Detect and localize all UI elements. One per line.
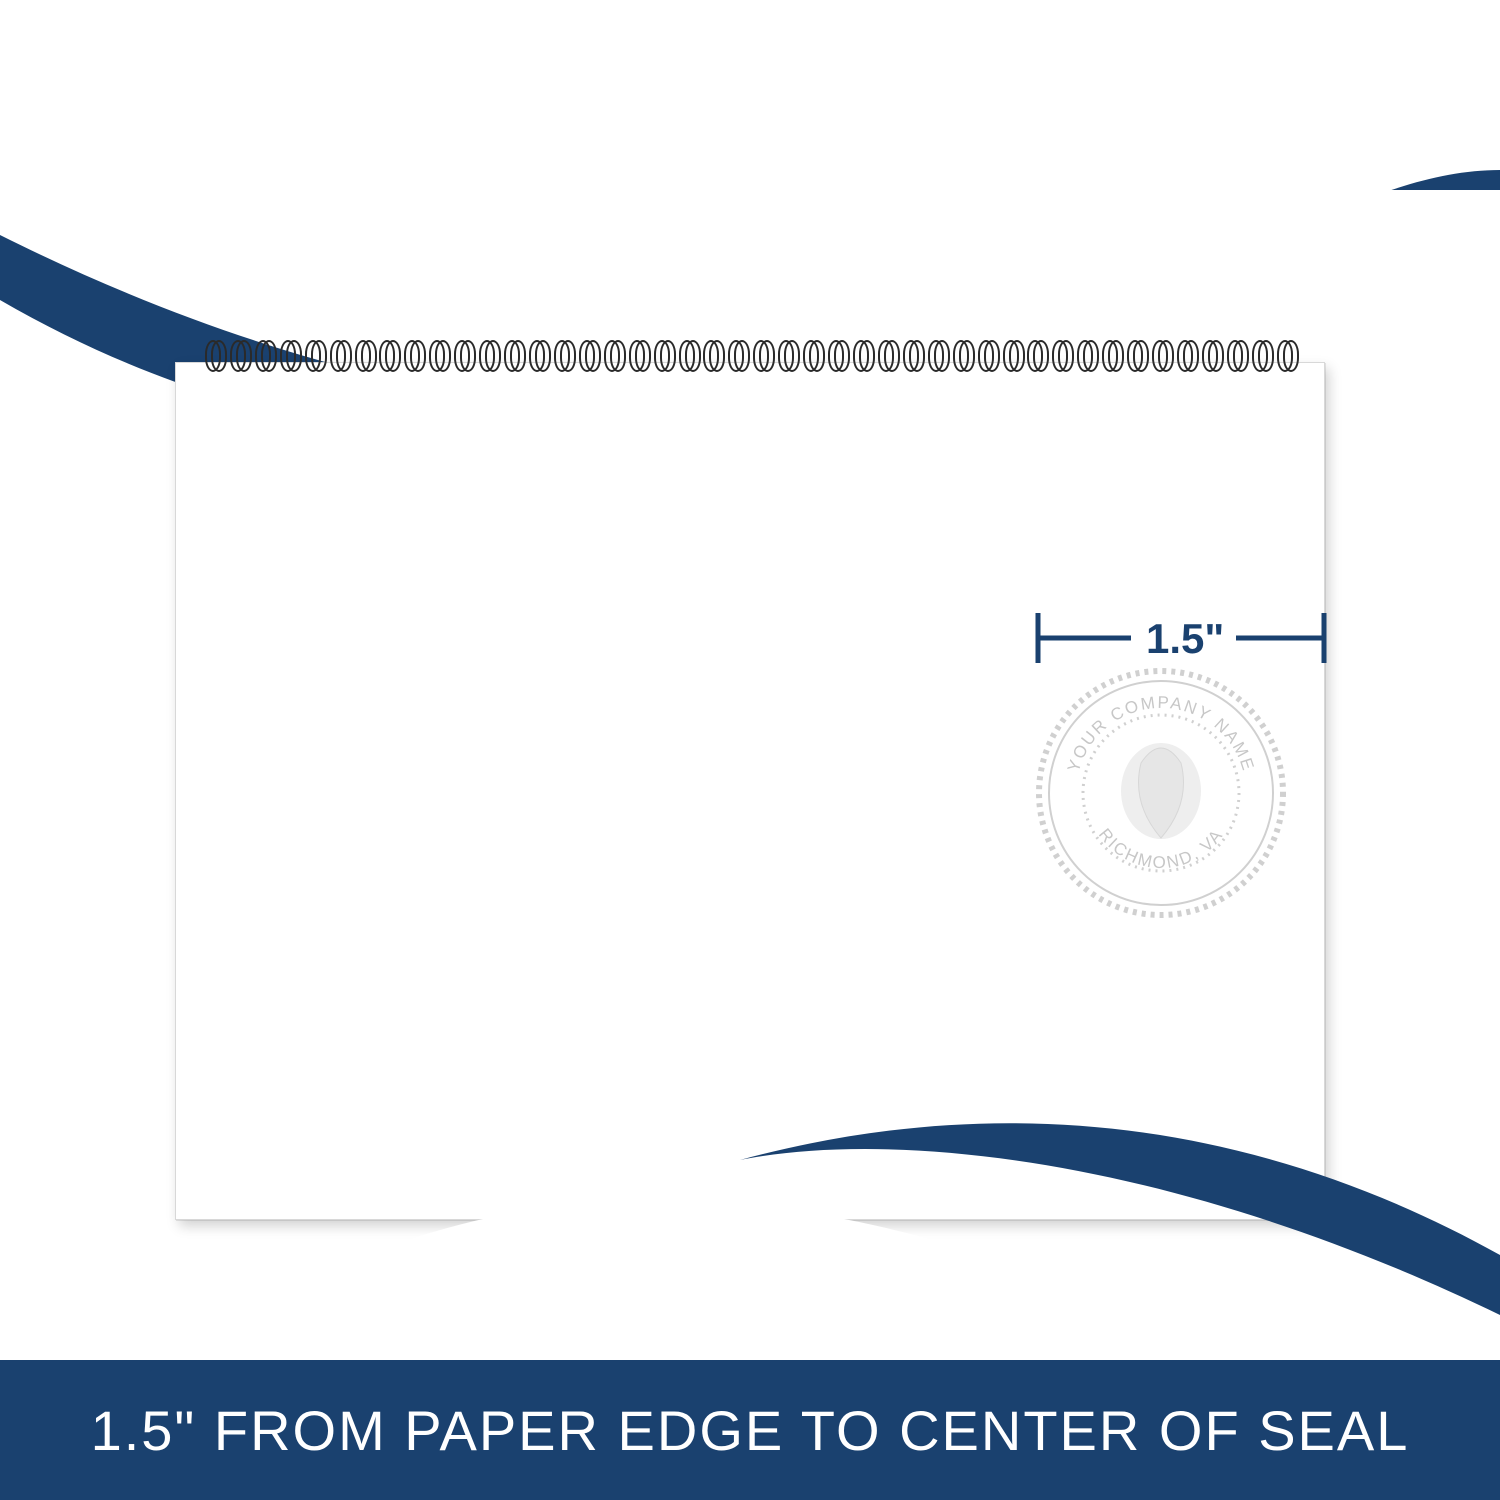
- spiral-ring: [255, 340, 273, 374]
- seal-reach-measure-label: 1.5": [1146, 615, 1224, 663]
- spiral-ring: [1127, 340, 1145, 374]
- spiral-ring: [1003, 340, 1021, 374]
- spiral-ring: [504, 340, 522, 374]
- spiral-ring: [728, 340, 746, 374]
- footer-caption: 1.5" FROM PAPER EDGE TO CENTER OF SEAL: [91, 1398, 1410, 1463]
- spiral-ring: [703, 340, 721, 374]
- spiral-ring: [554, 340, 572, 374]
- spiral-ring: [878, 340, 896, 374]
- spiral-ring: [429, 340, 447, 374]
- spiral-ring: [1277, 340, 1295, 374]
- spiral-ring: [978, 340, 996, 374]
- spiral-binding: [205, 340, 1295, 380]
- spiral-ring: [679, 340, 697, 374]
- spiral-ring: [330, 340, 348, 374]
- seal-reach-measure: 1.5": [1036, 613, 1326, 663]
- notepad-paper: 1.5" YOUR COMPANY NAME: [175, 362, 1325, 1220]
- spiral-ring: [828, 340, 846, 374]
- spiral-ring: [230, 340, 248, 374]
- spiral-ring: [454, 340, 472, 374]
- footer-banner: 1.5" FROM PAPER EDGE TO CENTER OF SEAL: [0, 1360, 1500, 1500]
- spiral-ring: [1152, 340, 1170, 374]
- page-title: SEAL REACH: [428, 40, 1073, 150]
- spiral-ring: [629, 340, 647, 374]
- notepad: 1.5" YOUR COMPANY NAME: [175, 340, 1325, 1220]
- spiral-ring: [654, 340, 672, 374]
- spiral-ring: [479, 340, 497, 374]
- spiral-ring: [803, 340, 821, 374]
- spiral-ring: [305, 340, 323, 374]
- spiral-ring: [379, 340, 397, 374]
- spiral-ring: [953, 340, 971, 374]
- embossed-seal: YOUR COMPANY NAME RICHMOND, VA: [1031, 663, 1291, 923]
- spiral-ring: [205, 340, 223, 374]
- spiral-ring: [928, 340, 946, 374]
- spiral-ring: [579, 340, 597, 374]
- spiral-ring: [1227, 340, 1245, 374]
- spiral-ring: [1102, 340, 1120, 374]
- spiral-ring: [778, 340, 796, 374]
- spiral-ring: [529, 340, 547, 374]
- spiral-ring: [1177, 340, 1195, 374]
- spiral-ring: [853, 340, 871, 374]
- spiral-ring: [404, 340, 422, 374]
- spiral-ring: [1052, 340, 1070, 374]
- header-banner: SEAL REACH: [0, 0, 1500, 190]
- spiral-ring: [903, 340, 921, 374]
- spiral-ring: [1202, 340, 1220, 374]
- spiral-ring: [1077, 340, 1095, 374]
- spiral-ring: [1252, 340, 1270, 374]
- spiral-ring: [1027, 340, 1045, 374]
- spiral-ring: [753, 340, 771, 374]
- spiral-ring: [355, 340, 373, 374]
- spiral-ring: [280, 340, 298, 374]
- spiral-ring: [604, 340, 622, 374]
